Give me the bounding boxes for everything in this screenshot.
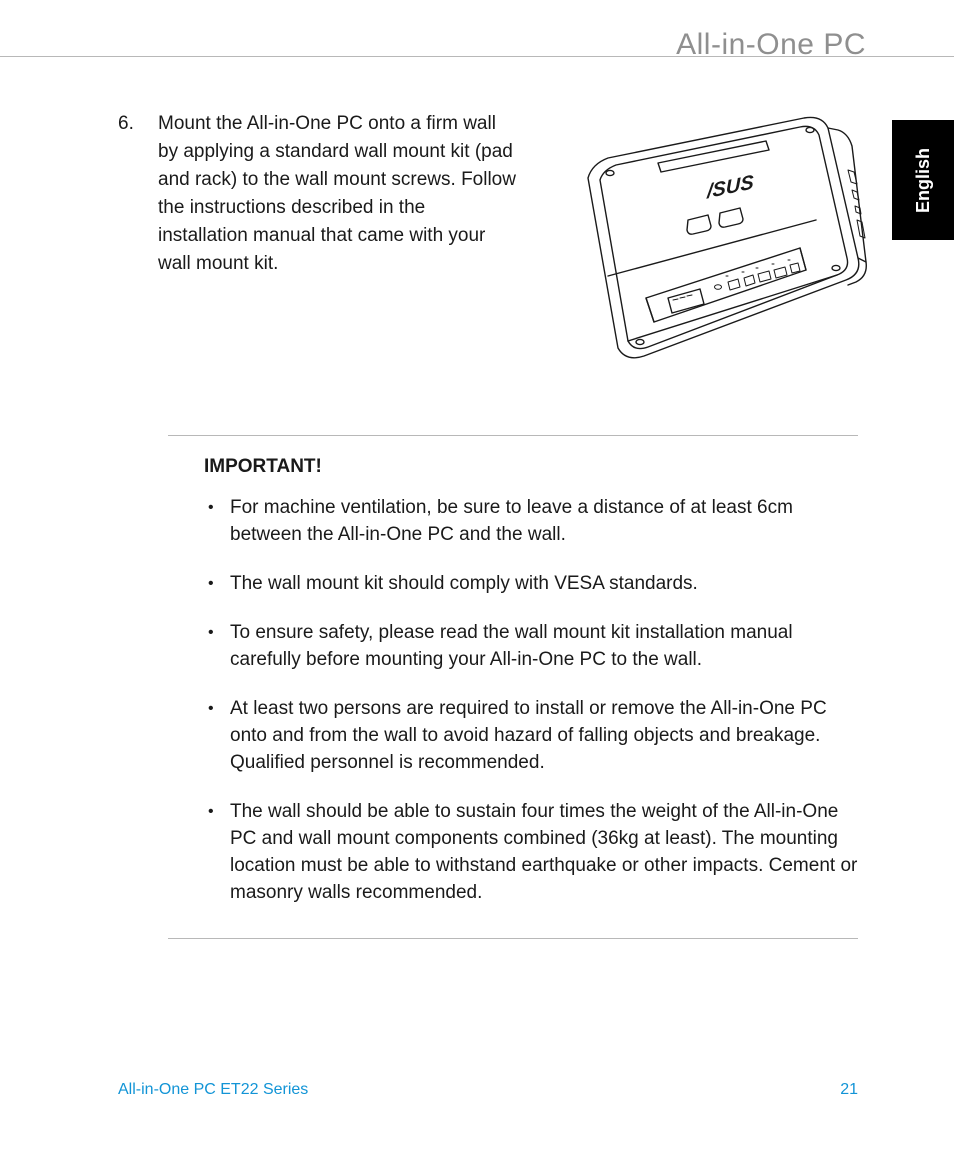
- important-block: IMPORTANT! For machine ventilation, be s…: [168, 435, 858, 939]
- important-item: To ensure safety, please read the wall m…: [204, 619, 858, 673]
- page-title: All-in-One PC: [676, 28, 866, 62]
- product-illustration: /SUS: [548, 108, 868, 398]
- important-item: The wall should be able to sustain four …: [204, 798, 858, 906]
- important-item: The wall mount kit should comply with VE…: [204, 570, 858, 597]
- important-heading: IMPORTANT!: [204, 456, 858, 478]
- step-text: Mount the All-in-One PC onto a firm wall…: [158, 110, 518, 278]
- step-number: 6.: [118, 110, 158, 138]
- footer-series: All-in-One PC ET22 Series: [118, 1081, 308, 1099]
- important-list: For machine ventilation, be sure to leav…: [204, 494, 858, 906]
- important-item: At least two persons are required to ins…: [204, 695, 858, 776]
- language-label: English: [913, 147, 934, 212]
- footer-page-number: 21: [840, 1081, 858, 1099]
- language-tab: English: [892, 120, 954, 240]
- important-item: For machine ventilation, be sure to leav…: [204, 494, 858, 548]
- svg-text:/SUS: /SUS: [706, 171, 754, 203]
